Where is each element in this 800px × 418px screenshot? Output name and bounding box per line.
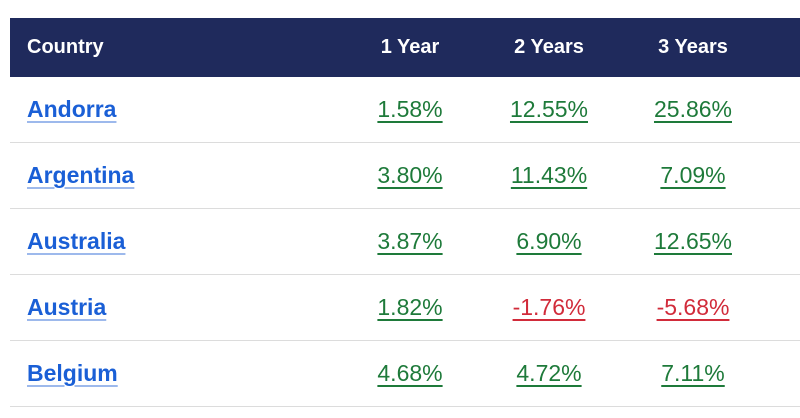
country-link[interactable]: Australia bbox=[27, 228, 126, 254]
country-link[interactable]: Andorra bbox=[27, 96, 117, 122]
value-2-years-link[interactable]: 4.72% bbox=[516, 360, 582, 386]
country-link[interactable]: Belgium bbox=[27, 360, 118, 386]
value-1-year-link[interactable]: 3.80% bbox=[377, 162, 443, 188]
header-country: Country bbox=[27, 36, 104, 58]
value-1-year-link[interactable]: 3.87% bbox=[377, 228, 443, 254]
table-row: Argentina 3.80% 11.43% 7.09% bbox=[10, 143, 800, 209]
table-row: Australia 3.87% 6.90% 12.65% bbox=[10, 209, 800, 275]
value-2-years-link[interactable]: 11.43% bbox=[510, 162, 588, 188]
value-2-years-link[interactable]: 6.90% bbox=[516, 228, 582, 254]
table-row: Belgium 4.68% 4.72% 7.11% bbox=[10, 341, 800, 407]
table-row: Andorra 1.58% 12.55% 25.86% bbox=[10, 77, 800, 143]
value-1-year-link[interactable]: 1.58% bbox=[377, 96, 443, 122]
inflation-table: Country 1 Year 2 Years 3 Years Andorra 1… bbox=[10, 18, 800, 407]
header-3-years: 3 Years bbox=[658, 36, 728, 58]
value-3-years-link[interactable]: -5.68% bbox=[656, 294, 730, 320]
value-3-years-link[interactable]: 12.65% bbox=[653, 228, 732, 254]
value-1-year-link[interactable]: 1.82% bbox=[377, 294, 443, 320]
value-2-years-link[interactable]: 12.55% bbox=[509, 96, 588, 122]
value-1-year-link[interactable]: 4.68% bbox=[377, 360, 443, 386]
country-link[interactable]: Argentina bbox=[27, 162, 135, 188]
value-2-years-link[interactable]: -1.76% bbox=[512, 294, 586, 320]
value-3-years-link[interactable]: 25.86% bbox=[653, 96, 732, 122]
table-header: Country 1 Year 2 Years 3 Years bbox=[10, 18, 800, 77]
value-3-years-link[interactable]: 7.11% bbox=[661, 360, 725, 386]
value-3-years-link[interactable]: 7.09% bbox=[660, 162, 726, 188]
header-1-year: 1 Year bbox=[380, 36, 440, 58]
table-row: Austria 1.82% -1.76% -5.68% bbox=[10, 275, 800, 341]
header-2-years: 2 Years bbox=[514, 36, 584, 58]
country-link[interactable]: Austria bbox=[27, 294, 107, 320]
